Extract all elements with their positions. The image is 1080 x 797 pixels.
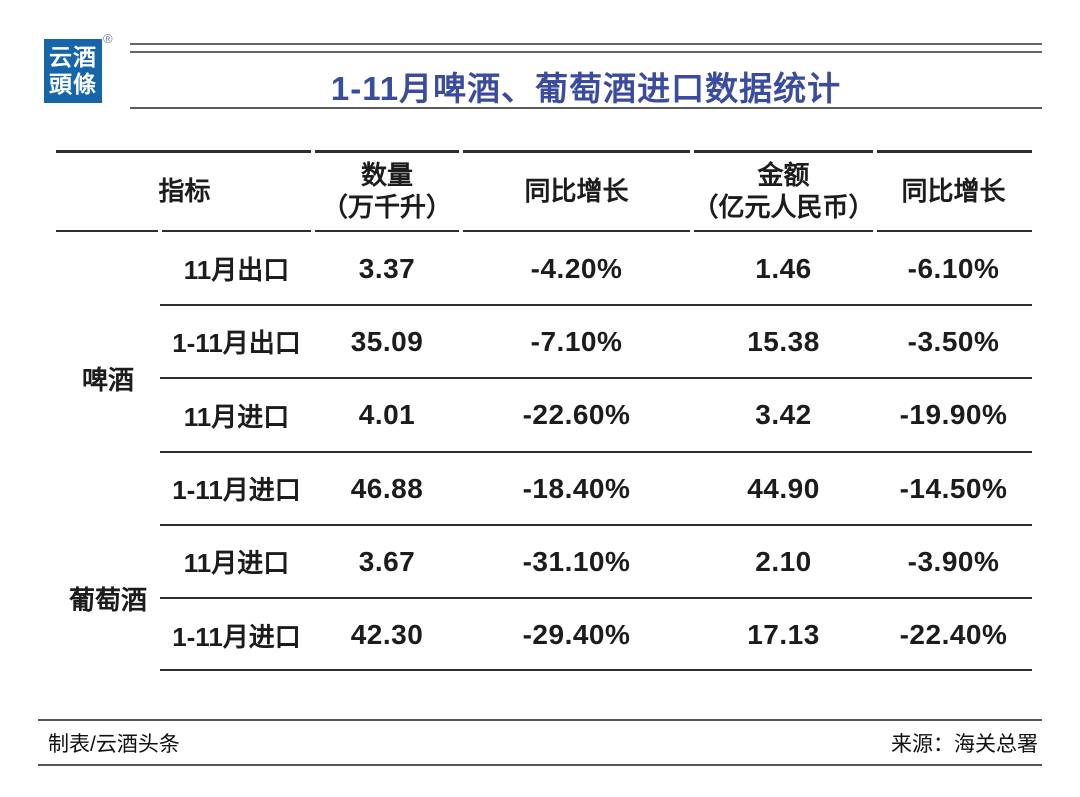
header-amount-unit: （亿元人民币）: [692, 192, 875, 222]
row-amount-yoy: -19.90%: [899, 399, 1008, 431]
table-top-rule: [315, 150, 459, 153]
header-amount: 金额 （亿元人民币）: [692, 150, 875, 232]
table-top-rule: [56, 150, 311, 153]
header-bottom-rule: [694, 230, 873, 232]
title-bottom-rule: [130, 107, 1042, 109]
row-indicator: 1-11月进口: [172, 621, 301, 652]
row-amount-yoy: -6.10%: [907, 252, 1000, 284]
row-quantity-yoy: -7.10%: [530, 325, 623, 357]
table-top-rule: [463, 150, 690, 153]
header-quantity-yoy: 同比增长: [524, 176, 629, 206]
table-grid: 指标 数量 （万千升） 同比增长 金额 （亿元人民币） 同比增长 啤酒 葡萄酒 …: [56, 150, 1032, 672]
header-bottom-rule: [877, 230, 1032, 232]
row-separator: [160, 524, 1032, 526]
footer-credit: 制表/云酒头条: [48, 733, 180, 756]
title-top-rule-2: [130, 51, 1042, 53]
header-quantity: 数量 （万千升）: [313, 150, 461, 232]
table-bottom-rule: [160, 669, 1032, 671]
row-indicator: 1-11月出口: [172, 328, 301, 359]
table-top-rule: [877, 150, 1032, 153]
header-amount-label: 金额: [757, 160, 810, 190]
logo-text: 云酒 頭條: [49, 44, 97, 97]
row-amount-yoy: -3.50%: [907, 325, 1000, 357]
footer-source: 来源：海关总署: [891, 733, 1038, 756]
row-indicator: 11月进口: [183, 401, 290, 432]
row-amount: 44.90: [747, 472, 820, 504]
table-top-rule: [694, 150, 873, 153]
row-amount-yoy: -14.50%: [899, 472, 1008, 504]
row-amount: 1.46: [755, 252, 812, 284]
category-wine: 葡萄酒: [68, 584, 147, 615]
row-quantity-yoy: -29.40%: [522, 619, 631, 651]
row-quantity: 35.09: [350, 325, 424, 357]
header-quantity-label: 数量: [360, 160, 413, 190]
row-quantity-yoy: -18.40%: [522, 472, 631, 504]
yunjiu-toutiao-logo: 云酒 頭條: [44, 39, 102, 103]
header-bottom-rule: [315, 230, 459, 232]
footer-bottom-rule: [38, 764, 1042, 766]
row-indicator: 11月进口: [183, 548, 290, 579]
title-top-rule-1: [130, 43, 1042, 45]
row-quantity-yoy: -4.20%: [530, 252, 623, 284]
row-quantity-yoy: -31.10%: [522, 545, 631, 577]
registered-trademark-icon: ®: [103, 31, 113, 46]
row-separator: [160, 451, 1032, 453]
row-separator: [160, 597, 1032, 599]
row-quantity: 42.30: [350, 619, 424, 651]
row-separator: [160, 377, 1032, 379]
category-beer: 啤酒: [81, 365, 134, 396]
footer-top-rule: [38, 719, 1042, 721]
header-amount-yoy: 同比增长: [901, 176, 1006, 206]
row-amount: 17.13: [747, 619, 820, 651]
row-amount-yoy: -22.40%: [899, 619, 1008, 651]
row-quantity: 4.01: [358, 399, 416, 431]
page-title: 1-11月啤酒、葡萄酒进口数据统计: [330, 70, 842, 107]
row-amount-yoy: -3.90%: [907, 545, 1000, 577]
row-separator: [160, 304, 1032, 306]
row-quantity: 3.67: [358, 545, 416, 577]
row-indicator: 11月出口: [183, 255, 290, 286]
import-data-table: 指标 数量 （万千升） 同比增长 金额 （亿元人民币） 同比增长 啤酒 葡萄酒 …: [56, 150, 1032, 672]
row-amount: 3.42: [755, 399, 812, 431]
row-quantity: 3.37: [358, 252, 416, 284]
header-indicator: 指标: [158, 176, 211, 206]
row-amount: 2.10: [755, 545, 812, 577]
header-bottom-rule: [56, 230, 158, 232]
header-bottom-rule: [162, 230, 311, 232]
header-quantity-unit: （万千升）: [321, 192, 452, 222]
row-quantity-yoy: -22.60%: [522, 399, 631, 431]
header-bottom-rule: [463, 230, 690, 232]
row-amount: 15.38: [747, 325, 820, 357]
row-quantity: 46.88: [350, 472, 424, 504]
row-indicator: 1-11月进口: [172, 475, 301, 506]
